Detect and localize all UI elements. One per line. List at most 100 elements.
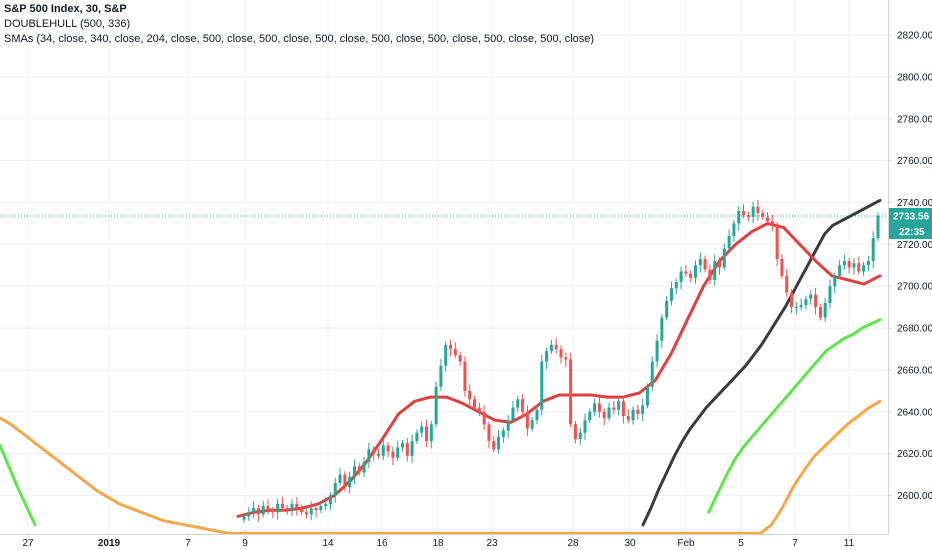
candle — [516, 395, 520, 412]
candle — [804, 295, 808, 310]
candle — [838, 260, 842, 279]
candle-body — [847, 261, 851, 268]
indicator-doublehull-label[interactable]: DOUBLEHULL (500, 336) — [4, 18, 131, 30]
candle-body — [828, 286, 832, 303]
candle-body — [343, 474, 347, 488]
candle — [636, 404, 640, 420]
candle-body — [564, 357, 568, 360]
candle-body — [314, 508, 318, 511]
candle-body — [655, 340, 659, 362]
candle-body — [285, 508, 289, 511]
candle-body — [357, 466, 361, 473]
candle — [304, 507, 308, 519]
candle — [785, 269, 789, 297]
candle-body — [434, 386, 438, 425]
symbol-title[interactable]: S&P 500 Index, 30, S&P — [4, 3, 127, 15]
candle — [300, 504, 304, 516]
candle — [425, 419, 429, 447]
candle-body — [842, 261, 846, 266]
candle — [290, 498, 294, 517]
candle-body — [391, 451, 395, 458]
bar-countdown-box — [889, 223, 932, 239]
candle-body — [333, 482, 337, 496]
time-tick-label: 23 — [486, 538, 498, 549]
candle — [261, 500, 265, 518]
candle-body — [852, 263, 856, 268]
candle — [372, 446, 376, 461]
candle-body — [669, 288, 673, 301]
candle-body — [372, 449, 376, 454]
candle-body — [742, 210, 746, 216]
candle — [463, 356, 467, 397]
price-tick-label: 2800.00 — [897, 72, 932, 83]
candle-body — [280, 503, 284, 509]
candle — [674, 278, 678, 295]
candle-body — [328, 495, 332, 504]
candle — [794, 302, 798, 315]
candle-body — [453, 349, 457, 356]
candle — [328, 492, 332, 510]
candle — [814, 287, 818, 315]
candle-body — [766, 217, 770, 222]
candle-body — [799, 305, 803, 308]
candle-body — [718, 261, 721, 268]
candle — [597, 396, 601, 418]
candle — [665, 295, 669, 321]
candle-body — [338, 474, 342, 483]
price-tick-label: 2760.00 — [897, 156, 932, 167]
candle — [439, 359, 443, 392]
candle — [578, 427, 582, 445]
candle — [852, 258, 856, 275]
candle-body — [477, 407, 481, 412]
candle-body — [401, 443, 404, 448]
candle — [285, 504, 289, 515]
indicator-smas-label[interactable]: SMAs (34, close, 340, close, 204, close,… — [4, 33, 595, 45]
candle — [252, 501, 256, 519]
candle — [545, 347, 549, 369]
candle-body — [746, 215, 750, 218]
price-tick-label: 2820.00 — [897, 31, 932, 42]
candle — [693, 260, 697, 284]
candle-body — [559, 349, 563, 358]
candle-body — [463, 361, 467, 391]
candle — [698, 252, 702, 273]
candle — [828, 279, 832, 309]
candle — [809, 289, 813, 305]
candle — [362, 456, 366, 477]
candle — [497, 430, 501, 454]
candle — [506, 415, 510, 438]
candle — [607, 402, 611, 421]
candle-body — [780, 259, 784, 276]
price-axis[interactable]: 2600.00 2620.00 2640.00 2660.00 2680.00 2700.… — [888, 0, 932, 550]
price-tick-label: 2600.00 — [897, 491, 932, 502]
candle-body — [626, 415, 630, 421]
candle — [468, 384, 472, 407]
candle-body — [871, 238, 875, 262]
candle-body — [679, 271, 683, 283]
candle-body — [530, 420, 534, 429]
candle-body — [367, 449, 371, 463]
candle — [535, 404, 539, 425]
candle — [309, 501, 313, 521]
candle-body — [732, 223, 736, 236]
candle-body — [271, 510, 275, 513]
candle — [256, 504, 260, 522]
candle — [376, 448, 380, 459]
time-axis[interactable]: 27 2019 7 9 14 16 18 23 28 30 Feb 5 7 11 — [0, 534, 888, 550]
sma-line-black — [641, 198, 882, 527]
candle — [429, 420, 433, 449]
candles — [242, 199, 880, 523]
last-price-box — [889, 207, 932, 224]
candle — [564, 352, 568, 367]
candle-body — [521, 399, 525, 412]
candle-body — [751, 206, 755, 218]
candle-body — [511, 407, 515, 421]
candle-body — [473, 399, 477, 408]
candle — [823, 297, 827, 323]
candle — [415, 429, 419, 445]
candle-body — [458, 355, 462, 362]
candle — [650, 356, 654, 392]
time-axis-background — [0, 534, 888, 550]
candle — [742, 204, 746, 218]
